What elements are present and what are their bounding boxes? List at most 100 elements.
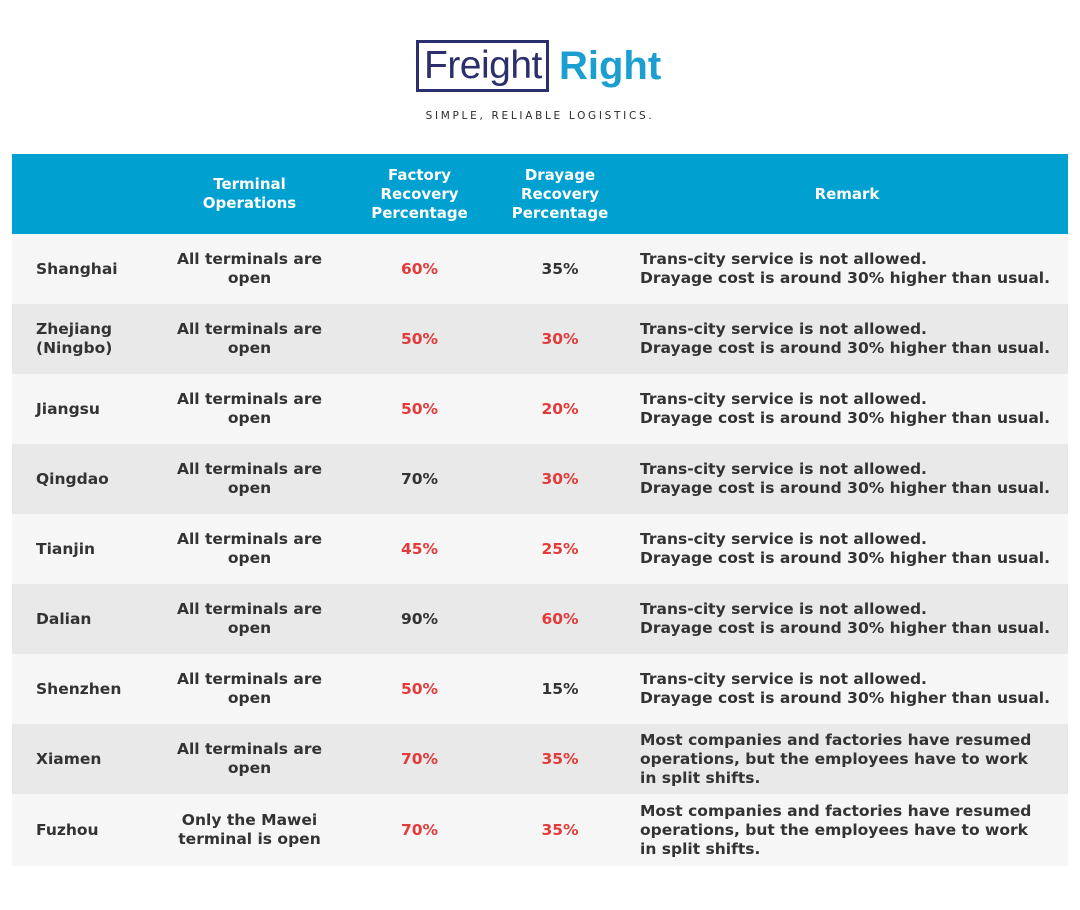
city-text: Shenzhen — [36, 679, 122, 698]
city-text: Tianjin — [36, 539, 96, 558]
terminal-operations-cell: All terminals are open — [154, 514, 345, 584]
factory-recovery-text: 70% — [400, 469, 439, 488]
factory-recovery-cell: 60% — [345, 234, 494, 304]
city-cell: Dalian — [12, 584, 154, 654]
terminal-operations-cell: All terminals are open — [154, 724, 345, 794]
table-row: Jiangsu All terminals are open 50% 20% Trans… — [12, 374, 1068, 444]
city-cell: Tianjin — [12, 514, 154, 584]
header-terminal-operations-label: Terminal Operations — [202, 175, 297, 212]
drayage-recovery-cell: 15% — [494, 654, 626, 724]
terminal-operations-cell: All terminals are open — [154, 654, 345, 724]
drayage-recovery-text: 30% — [541, 469, 579, 488]
table-row: Qingdao All terminals are open 70% 30% Trans… — [12, 444, 1068, 514]
brand-tagline: SIMPLE, RELIABLE LOGISTICS. — [425, 110, 655, 122]
factory-recovery-cell: 50% — [345, 304, 494, 374]
city-text: Zhejiang (Ningbo) — [36, 320, 113, 357]
terminal-operations-cell: All terminals are open — [154, 234, 345, 304]
drayage-recovery-text: 20% — [541, 399, 579, 418]
drayage-recovery-text: 15% — [541, 679, 579, 698]
freightright-logo: Freight Right — [416, 40, 666, 96]
city-cell: Jiangsu — [12, 374, 154, 444]
drayage-recovery-text: 25% — [541, 539, 579, 558]
city-cell: Shanghai — [12, 234, 154, 304]
city-cell: Shenzhen — [12, 654, 154, 724]
logo-frame — [416, 40, 549, 92]
drayage-recovery-text: 35% — [541, 749, 579, 768]
drayage-recovery-text: 35% — [541, 820, 579, 839]
drayage-recovery-cell: 35% — [494, 794, 626, 866]
table-row: Shenzhen All terminals are open 50% 15% Tran… — [12, 654, 1068, 724]
remark-text: Trans-city service is not allowed. Drayag… — [640, 390, 1050, 427]
port-status-table: Terminal Operations Factory Recovery Per… — [12, 154, 1068, 866]
table-row: Xiamen All terminals are open 70% 35% Most c… — [12, 724, 1068, 794]
city-cell: Xiamen — [12, 724, 154, 794]
drayage-recovery-cell: 20% — [494, 374, 626, 444]
city-text: Qingdao — [36, 469, 109, 488]
table-row: Tianjin All terminals are open 45% 25% Trans… — [12, 514, 1068, 584]
terminal-operations-text: Only the Mawei terminal is open — [178, 811, 321, 848]
factory-recovery-text: 70% — [400, 749, 439, 768]
factory-recovery-cell: 70% — [345, 724, 494, 794]
remark-text: Trans-city service is not allowed. Drayag… — [640, 460, 1050, 497]
terminal-operations-cell: All terminals are open — [154, 444, 345, 514]
terminal-operations-text: All terminals are open — [176, 740, 323, 777]
table-header-row: Terminal Operations Factory Recovery Per… — [12, 154, 1068, 234]
table-body: Shanghai All terminals are open 60% 35% Tran… — [12, 234, 1068, 866]
remark-cell: Trans-city service is not allowed. Drayag… — [626, 654, 1068, 724]
header-drayage-recovery-label: Drayage Recovery Percentage — [511, 165, 609, 222]
remark-cell: Trans-city service is not allowed. Drayag… — [626, 374, 1068, 444]
city-cell: Fuzhou — [12, 794, 154, 866]
drayage-recovery-cell: 30% — [494, 304, 626, 374]
table-row: Dalian All terminals are open 90% 60% Trans-… — [12, 584, 1068, 654]
header-factory-recovery-label: Factory Recovery Percentage — [371, 165, 468, 222]
factory-recovery-text: 45% — [400, 539, 439, 558]
terminal-operations-text: All terminals are open — [176, 460, 323, 497]
terminal-operations-text: All terminals are open — [176, 600, 323, 637]
header-terminal-operations: Terminal Operations — [154, 154, 345, 234]
remark-text: Most companies and factories have resume… — [640, 730, 1032, 787]
remark-text: Trans-city service is not allowed. Drayag… — [640, 600, 1050, 637]
drayage-recovery-cell: 30% — [494, 444, 626, 514]
factory-recovery-cell: 45% — [345, 514, 494, 584]
city-cell: Zhejiang (Ningbo) — [12, 304, 154, 374]
factory-recovery-text: 70% — [400, 820, 439, 839]
remark-cell: Trans-city service is not allowed. Drayag… — [626, 304, 1068, 374]
table-row: Zhejiang (Ningbo) All terminals are open 5… — [12, 304, 1068, 374]
factory-recovery-text: 50% — [400, 329, 439, 348]
remark-text: Trans-city service is not allowed. Drayag… — [640, 320, 1050, 357]
logo-word-right: Right — [559, 44, 662, 88]
factory-recovery-text: 50% — [400, 679, 439, 698]
remark-text: Trans-city service is not allowed. Drayag… — [640, 530, 1050, 567]
terminal-operations-text: All terminals are open — [176, 390, 323, 427]
table-row: Shanghai All terminals are open 60% 35% Tran… — [12, 234, 1068, 304]
drayage-recovery-text: 35% — [541, 259, 579, 278]
header-remark: Remark — [626, 154, 1068, 234]
drayage-recovery-text: 60% — [541, 609, 579, 628]
table-row: Fuzhou Only the Mawei terminal is open 70% 3… — [12, 794, 1068, 866]
city-text: Dalian — [36, 609, 92, 628]
remark-cell: Trans-city service is not allowed. Drayag… — [626, 234, 1068, 304]
terminal-operations-cell: All terminals are open — [154, 374, 345, 444]
factory-recovery-cell: 50% — [345, 374, 494, 444]
drayage-recovery-cell: 35% — [494, 234, 626, 304]
terminal-operations-text: All terminals are open — [176, 250, 323, 287]
header-city — [12, 154, 154, 234]
drayage-recovery-cell: 60% — [494, 584, 626, 654]
factory-recovery-cell: 90% — [345, 584, 494, 654]
factory-recovery-cell: 70% — [345, 794, 494, 866]
factory-recovery-text: 60% — [400, 259, 439, 278]
remark-cell: Trans-city service is not allowed. Drayag… — [626, 444, 1068, 514]
remark-text: Most companies and factories have resume… — [640, 801, 1032, 858]
city-text: Fuzhou — [36, 820, 99, 839]
remark-cell: Trans-city service is not allowed. Drayag… — [626, 514, 1068, 584]
logo-word-freight: Freight — [424, 44, 542, 87]
terminal-operations-cell: Only the Mawei terminal is open — [154, 794, 345, 866]
factory-recovery-cell: 50% — [345, 654, 494, 724]
city-text: Xiamen — [36, 749, 102, 768]
remark-cell: Most companies and factories have resume… — [626, 794, 1068, 866]
remark-text: Trans-city service is not allowed. Drayag… — [640, 250, 1050, 287]
factory-recovery-cell: 70% — [345, 444, 494, 514]
header-factory-recovery: Factory Recovery Percentage — [345, 154, 494, 234]
remark-text: Trans-city service is not allowed. Drayag… — [640, 670, 1050, 707]
city-text: Shanghai — [36, 259, 118, 278]
